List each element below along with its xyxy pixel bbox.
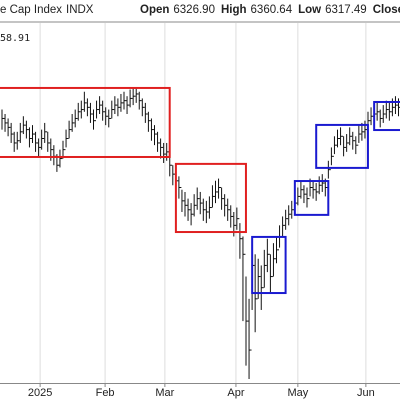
x-tick-label: Apr [227,387,244,399]
quote-label: High [221,4,247,16]
range-box [373,100,400,132]
quote-label: Close [373,4,400,16]
quote-value: 6317.49 [325,4,367,16]
range-box [251,235,287,295]
x-tick-label: Jun [357,387,375,399]
x-tick-label: May [287,387,308,399]
x-tick-label: 2025 [28,387,52,399]
range-box [315,123,369,169]
quote-label: Low [298,4,321,16]
range-box [0,86,171,158]
index-title: e Cap Index [0,4,62,16]
x-tick-label: Mar [155,387,174,399]
symbol: INDX [66,4,94,16]
quote-value: 6326.90 [173,4,215,16]
x-tick-label: Feb [96,387,115,399]
range-box [174,162,247,234]
quote-label: Open [140,4,169,16]
quote-value: 6360.64 [251,4,293,16]
quote: Open6326.90High6360.64Low6317.49Close635… [140,4,400,16]
price-label: 58.91 [0,33,30,44]
range-box [293,180,330,216]
